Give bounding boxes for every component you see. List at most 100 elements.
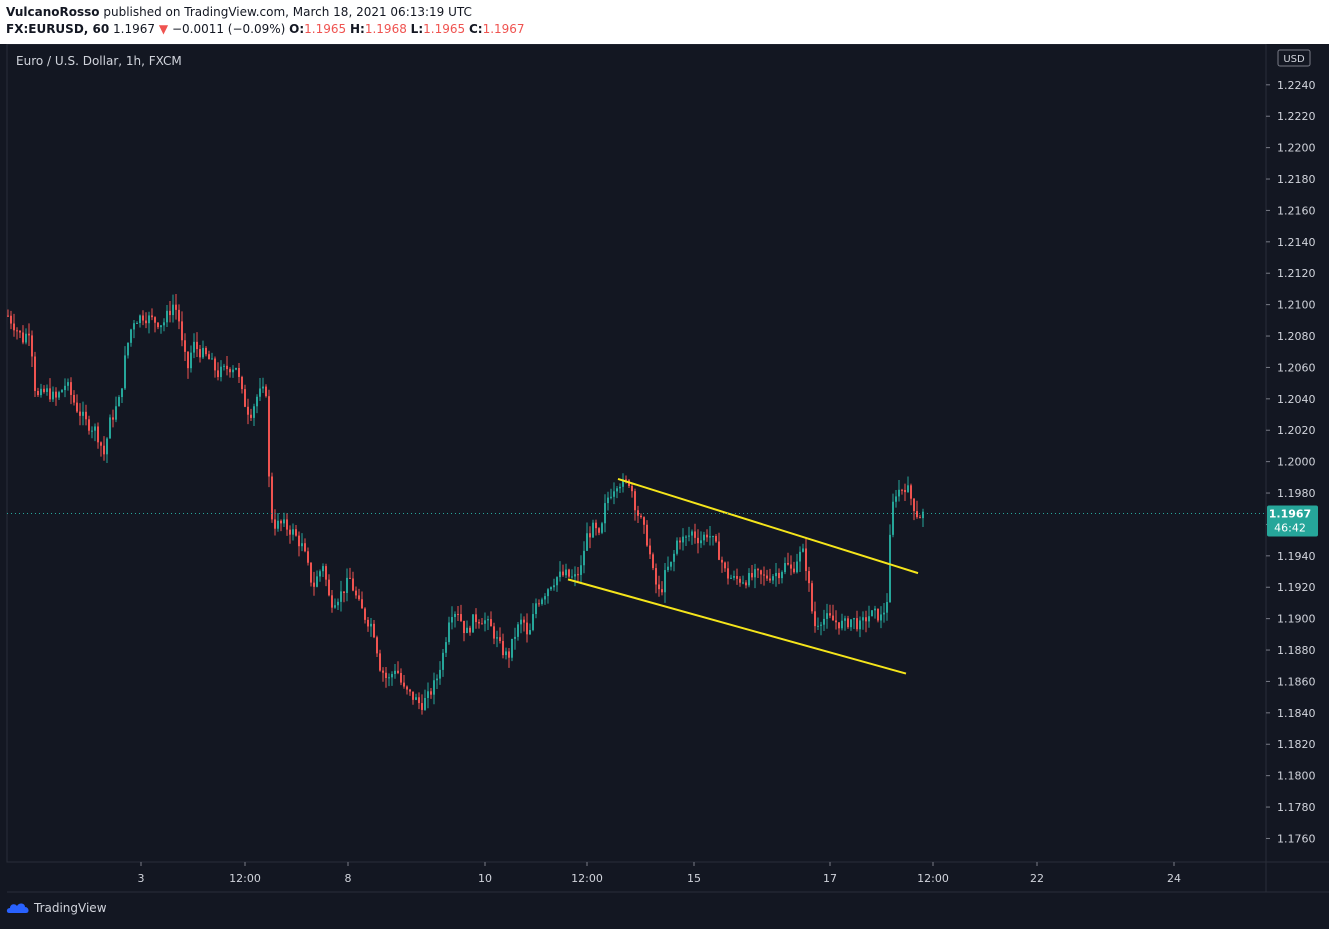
- candle-body: [556, 577, 558, 586]
- candle-body: [85, 411, 87, 420]
- candle-body: [757, 569, 759, 571]
- candle-body: [214, 358, 216, 371]
- candle-body: [634, 491, 636, 511]
- candle-body: [877, 608, 879, 621]
- candle-body: [646, 524, 648, 546]
- price-tick-label: 1.1840: [1277, 707, 1316, 720]
- candle-body: [379, 653, 381, 671]
- candle-body: [457, 613, 459, 615]
- candle-body: [853, 618, 855, 620]
- candle-body: [736, 576, 738, 579]
- candle-body: [184, 340, 186, 352]
- high-label: H:: [350, 22, 365, 36]
- candle-body: [241, 376, 243, 390]
- legend-title: Euro / U.S. Dollar, 1h, FXCM: [16, 54, 182, 68]
- chart-svg[interactable]: Euro / U.S. Dollar, 1h, FXCM 1.2240 1.222…: [0, 43, 1329, 904]
- candle-body: [802, 548, 804, 552]
- candle-body: [154, 317, 156, 323]
- candle-body: [898, 489, 900, 497]
- candle-body: [43, 388, 45, 392]
- time-axis[interactable]: 3 12:00 8 10 12:00 15 17 12:00 22 24: [138, 862, 1182, 885]
- currency-badge[interactable]: USD: [1277, 49, 1311, 67]
- candle-body: [208, 354, 210, 360]
- candle-body: [352, 578, 354, 591]
- candle-body: [211, 358, 213, 360]
- candle-body: [406, 686, 408, 690]
- candle-body: [883, 612, 885, 615]
- candle-body: [79, 411, 81, 416]
- price-tick-label: 1.1940: [1277, 550, 1316, 563]
- candle-body: [325, 566, 327, 580]
- candle-body: [118, 397, 120, 407]
- candle-body: [907, 485, 909, 493]
- candle-body: [280, 520, 282, 524]
- price-tick-label: 1.1800: [1277, 770, 1316, 783]
- candle-body: [910, 485, 912, 499]
- chart-area[interactable]: Euro / U.S. Dollar, 1h, FXCM 1.2240 1.222…: [0, 43, 1329, 904]
- candle-body: [247, 406, 249, 415]
- candle-body: [421, 703, 423, 710]
- candle-body: [889, 534, 891, 603]
- candle-body: [586, 533, 588, 551]
- candle-body: [403, 682, 405, 687]
- tradingview-logo[interactable]: TradingView: [6, 901, 107, 915]
- candle-body: [589, 533, 591, 538]
- candle-body: [799, 551, 801, 562]
- candle-body: [523, 619, 525, 623]
- candle-body: [526, 622, 528, 635]
- candle-body: [616, 488, 618, 492]
- candle-body: [682, 536, 684, 543]
- candle-body: [310, 562, 312, 583]
- close-value: 1.1967: [482, 22, 525, 36]
- candle-body: [715, 536, 717, 542]
- candle-body: [223, 365, 225, 367]
- candle-body: [469, 627, 471, 633]
- author-name[interactable]: VulcanoRosso: [6, 5, 100, 19]
- candle-body: [22, 332, 24, 343]
- price-tick-label: 1.1760: [1277, 832, 1316, 845]
- candle-body: [886, 602, 888, 613]
- candle-body: [313, 582, 315, 587]
- tradingview-brand: TradingView: [34, 901, 107, 915]
- candle-body: [67, 382, 69, 386]
- candle-body: [601, 523, 603, 533]
- candle-body: [652, 554, 654, 569]
- price-tick-label: 1.2180: [1277, 173, 1316, 186]
- candle-body: [37, 390, 39, 396]
- candle-body: [868, 616, 870, 622]
- candle-body: [217, 370, 219, 378]
- candle-body: [535, 603, 537, 615]
- time-tick-label: 15: [687, 872, 701, 885]
- channel-upper-line[interactable]: [617, 477, 919, 575]
- candle-body: [856, 618, 858, 630]
- candle-body: [187, 351, 189, 369]
- price-tick-label: 1.2140: [1277, 236, 1316, 249]
- candle-body: [541, 599, 543, 604]
- candle-body: [418, 697, 420, 704]
- candle-body: [328, 579, 330, 596]
- candle-body: [415, 697, 417, 700]
- channel-lower-line[interactable]: [567, 578, 907, 675]
- time-tick-label: 17: [823, 872, 837, 885]
- candle-body: [88, 419, 90, 431]
- high-value: 1.1968: [364, 22, 407, 36]
- candle-body: [400, 672, 402, 683]
- candle-body: [694, 531, 696, 538]
- candle-body: [319, 571, 321, 577]
- candle-body: [667, 566, 669, 571]
- price-tick-label: 1.2240: [1277, 79, 1316, 92]
- candle-body: [607, 497, 609, 504]
- candle-body: [349, 577, 351, 579]
- price-axis[interactable]: 1.2240 1.2220 1.2200 1.2180 1.2160 1.2140 1.21…: [1266, 79, 1316, 846]
- candle-body: [916, 511, 918, 518]
- candle-body: [193, 341, 195, 353]
- candle-body: [505, 651, 507, 656]
- candle-body: [235, 367, 237, 370]
- time-tick-label: 3: [138, 872, 145, 885]
- candle-body: [817, 625, 819, 627]
- candle-body: [232, 369, 234, 373]
- price-tick-label: 1.2100: [1277, 299, 1316, 312]
- candle-body: [133, 323, 135, 330]
- candle-body: [103, 445, 105, 455]
- candle-body: [286, 519, 288, 530]
